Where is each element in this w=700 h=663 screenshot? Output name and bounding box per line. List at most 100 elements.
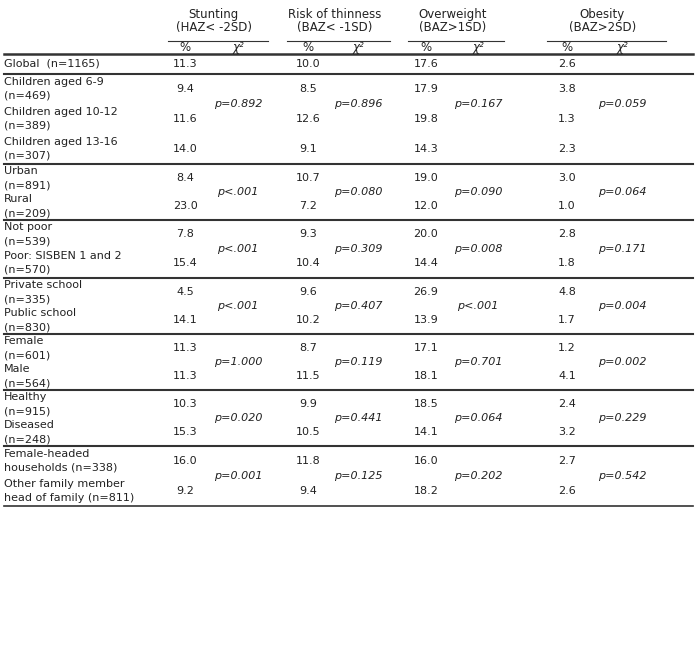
Text: 2.4: 2.4 [558, 399, 576, 409]
Text: 7.8: 7.8 [176, 229, 194, 239]
Text: 1.3: 1.3 [558, 114, 576, 124]
Text: (BAZ>2SD): (BAZ>2SD) [569, 21, 636, 34]
Text: Other family member: Other family member [4, 479, 125, 489]
Text: Female: Female [4, 336, 44, 346]
Text: (n=307): (n=307) [4, 151, 50, 161]
Text: p=0.080: p=0.080 [334, 187, 382, 197]
Text: 3.2: 3.2 [558, 427, 576, 437]
Text: (n=469): (n=469) [4, 91, 50, 101]
Text: 7.2: 7.2 [299, 201, 317, 211]
Text: Rural: Rural [4, 194, 33, 204]
Text: (n=891): (n=891) [4, 180, 50, 190]
Text: 9.4: 9.4 [299, 486, 317, 496]
Text: p=0.171: p=0.171 [598, 243, 646, 253]
Text: Not poor: Not poor [4, 222, 52, 232]
Text: 2.8: 2.8 [558, 229, 576, 239]
Text: 11.5: 11.5 [295, 371, 321, 381]
Text: 9.3: 9.3 [299, 229, 317, 239]
Text: 1.8: 1.8 [558, 258, 576, 268]
Text: (n=564): (n=564) [4, 378, 50, 388]
Text: (HAZ< -2SD): (HAZ< -2SD) [176, 21, 251, 34]
Text: (n=209): (n=209) [4, 208, 50, 218]
Text: p=0.407: p=0.407 [334, 301, 382, 311]
Text: head of family (n=811): head of family (n=811) [4, 493, 134, 503]
Text: Diseased: Diseased [4, 420, 55, 430]
Text: 9.6: 9.6 [299, 287, 317, 297]
Text: (n=389): (n=389) [4, 121, 50, 131]
Text: 9.4: 9.4 [176, 84, 194, 94]
Text: 11.3: 11.3 [173, 59, 197, 69]
Text: 8.4: 8.4 [176, 173, 194, 183]
Text: 10.0: 10.0 [295, 59, 321, 69]
Text: (n=248): (n=248) [4, 434, 50, 444]
Text: p=0.119: p=0.119 [334, 357, 382, 367]
Text: Risk of thinness: Risk of thinness [288, 8, 382, 21]
Text: 23.0: 23.0 [173, 201, 197, 211]
Text: Healthy: Healthy [4, 392, 48, 402]
Text: 2.3: 2.3 [558, 144, 576, 154]
Text: (BAZ>1SD): (BAZ>1SD) [419, 21, 486, 34]
Text: (n=915): (n=915) [4, 406, 50, 416]
Text: Female-headed: Female-headed [4, 449, 90, 459]
Text: households (n=338): households (n=338) [4, 463, 118, 473]
Text: 3.0: 3.0 [558, 173, 576, 183]
Text: 9.9: 9.9 [299, 399, 317, 409]
Text: p=0.441: p=0.441 [334, 413, 382, 423]
Text: (BAZ< -1SD): (BAZ< -1SD) [298, 21, 372, 34]
Text: 8.5: 8.5 [299, 84, 317, 94]
Text: 10.2: 10.2 [295, 315, 321, 325]
Text: 18.1: 18.1 [414, 371, 438, 381]
Text: p=0.004: p=0.004 [598, 301, 646, 311]
Text: Private school: Private school [4, 280, 82, 290]
Text: 14.1: 14.1 [173, 315, 197, 325]
Text: χ²: χ² [232, 41, 244, 54]
Text: 9.1: 9.1 [299, 144, 317, 154]
Text: Public school: Public school [4, 308, 76, 318]
Text: 1.0: 1.0 [558, 201, 576, 211]
Text: p=0.064: p=0.064 [454, 413, 503, 423]
Text: %: % [302, 41, 314, 54]
Text: p=0.202: p=0.202 [454, 471, 503, 481]
Text: 14.3: 14.3 [414, 144, 438, 154]
Text: 10.4: 10.4 [295, 258, 321, 268]
Text: %: % [179, 41, 190, 54]
Text: 9.2: 9.2 [176, 486, 194, 496]
Text: 16.0: 16.0 [173, 456, 197, 466]
Text: p=1.000: p=1.000 [214, 357, 262, 367]
Text: p=0.002: p=0.002 [598, 357, 646, 367]
Text: p=0.542: p=0.542 [598, 471, 646, 481]
Text: 2.6: 2.6 [558, 486, 576, 496]
Text: 1.2: 1.2 [558, 343, 576, 353]
Text: Obesity: Obesity [580, 8, 625, 21]
Text: %: % [561, 41, 573, 54]
Text: 11.3: 11.3 [173, 371, 197, 381]
Text: 18.5: 18.5 [414, 399, 438, 409]
Text: p<.001: p<.001 [457, 301, 498, 311]
Text: 4.5: 4.5 [176, 287, 194, 297]
Text: 11.6: 11.6 [173, 114, 197, 124]
Text: 1.7: 1.7 [558, 315, 576, 325]
Text: 11.8: 11.8 [295, 456, 321, 466]
Text: 12.6: 12.6 [295, 114, 321, 124]
Text: p=0.064: p=0.064 [598, 187, 646, 197]
Text: χ²: χ² [616, 41, 628, 54]
Text: 14.0: 14.0 [173, 144, 197, 154]
Text: p=0.896: p=0.896 [334, 99, 382, 109]
Text: 2.6: 2.6 [558, 59, 576, 69]
Text: 17.6: 17.6 [414, 59, 438, 69]
Text: p<.001: p<.001 [217, 243, 259, 253]
Text: (n=335): (n=335) [4, 294, 50, 304]
Text: 20.0: 20.0 [414, 229, 438, 239]
Text: 3.8: 3.8 [558, 84, 576, 94]
Text: p=0.125: p=0.125 [334, 471, 382, 481]
Text: 13.9: 13.9 [414, 315, 438, 325]
Text: 17.1: 17.1 [414, 343, 438, 353]
Text: (n=570): (n=570) [4, 265, 50, 275]
Text: p=0.001: p=0.001 [214, 471, 262, 481]
Text: Stunting: Stunting [188, 8, 239, 21]
Text: 8.7: 8.7 [299, 343, 317, 353]
Text: p=0.059: p=0.059 [598, 99, 646, 109]
Text: Children aged 13-16: Children aged 13-16 [4, 137, 118, 147]
Text: Urban: Urban [4, 166, 38, 176]
Text: 14.1: 14.1 [414, 427, 438, 437]
